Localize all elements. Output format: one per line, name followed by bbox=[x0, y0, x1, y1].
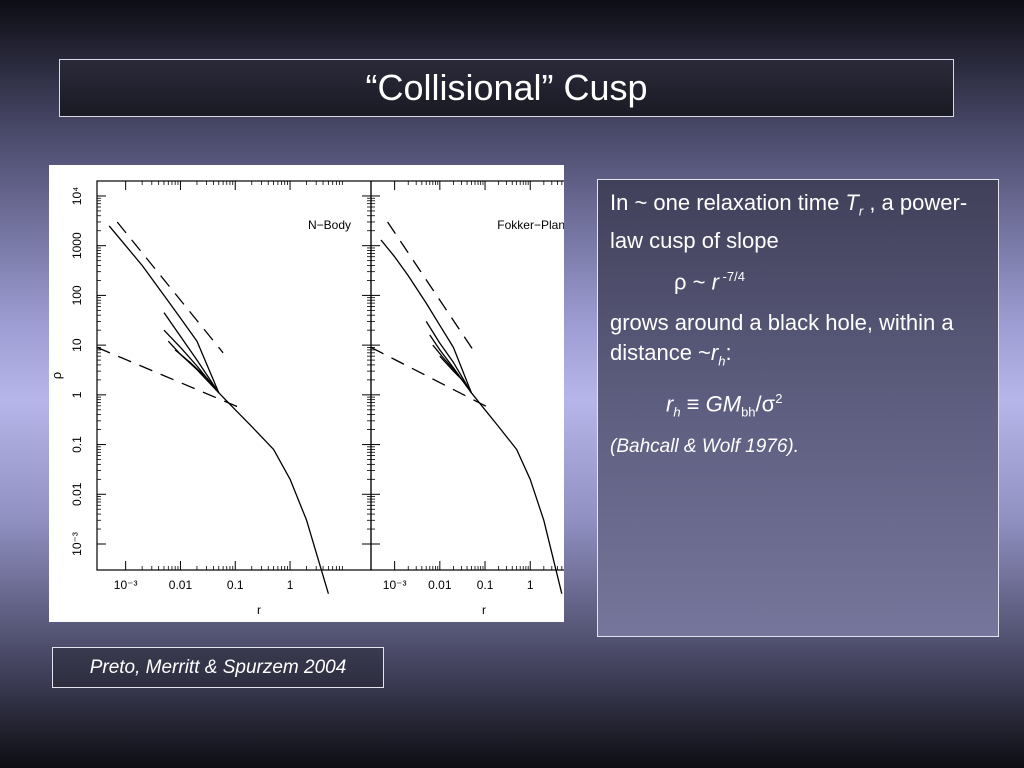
x-axis-label: r bbox=[482, 603, 486, 617]
density-chart-svg: 10⁻³ 0.01 0.1 1 10⁻³ 0.01 0.1 1 10 100 1000 10⁴ N−Bo… bbox=[49, 180, 564, 617]
x-tick-label: 1 bbox=[287, 578, 294, 592]
x-tick-label: 1 bbox=[527, 578, 534, 592]
dashed-power-law-line bbox=[387, 221, 476, 354]
density-figure: 10⁻³ 0.01 0.1 1 10⁻³ 0.01 0.1 1 10 100 1000 10⁴ N−Bo… bbox=[49, 165, 564, 622]
density-profile-line bbox=[163, 312, 220, 394]
dashed-power-law-line bbox=[370, 346, 494, 411]
y-axis-label: ρ bbox=[49, 372, 64, 379]
density-profile-line bbox=[167, 340, 220, 394]
slide-title-box: “Collisional” Cusp bbox=[59, 59, 954, 117]
y-tick-label: 0.01 bbox=[70, 482, 84, 506]
x-tick-label: 0.01 bbox=[169, 578, 193, 592]
dashed-power-law-line bbox=[96, 346, 246, 411]
influence-radius-formula: rh ≡ GMbh/σ2 bbox=[666, 391, 783, 420]
slide-title: “Collisional” Cusp bbox=[365, 67, 648, 108]
density-profile-line bbox=[174, 349, 220, 394]
panel-label: N−Body bbox=[308, 218, 351, 232]
x-tick-label: 10⁻³ bbox=[383, 578, 407, 592]
description-line-2: grows around a black hole, within a dist… bbox=[610, 309, 954, 369]
credit-box: Preto, Merritt & Spurzem 2004 bbox=[52, 647, 384, 688]
plot-frame bbox=[96, 180, 372, 571]
x-tick-label: 10⁻³ bbox=[114, 578, 138, 592]
y-tick-label: 10⁻³ bbox=[70, 532, 84, 556]
density-profile-line bbox=[439, 355, 472, 394]
reference-citation: (Bahcall & Wolf 1976). bbox=[610, 435, 800, 457]
y-tick-label: 1000 bbox=[70, 232, 84, 259]
x-tick-label: 0.1 bbox=[477, 578, 494, 592]
description-box: In ~ one relaxation time Tr , a power-la… bbox=[597, 179, 999, 637]
y-tick-label: 0.1 bbox=[70, 436, 84, 453]
panel-label: Fokker−Planck bbox=[497, 218, 564, 232]
dashed-power-law-line bbox=[116, 221, 224, 354]
cusp-slope-formula: ρ ~ r -7/4 bbox=[674, 269, 745, 295]
x-tick-label: 0.01 bbox=[428, 578, 452, 592]
y-tick-label: 10 bbox=[70, 338, 84, 352]
x-tick-label: 0.1 bbox=[227, 578, 244, 592]
plot-frame bbox=[370, 180, 564, 571]
density-profile-line bbox=[425, 321, 472, 394]
density-profile-line bbox=[108, 225, 330, 594]
density-profile-line bbox=[380, 239, 563, 594]
credit-text: Preto, Merritt & Spurzem 2004 bbox=[89, 656, 347, 678]
y-tick-label: 100 bbox=[70, 285, 84, 305]
description-line-1: In ~ one relaxation time Tr , a power-la… bbox=[610, 190, 968, 254]
y-tick-label: 1 bbox=[70, 391, 84, 398]
y-tick-label: 10⁴ bbox=[70, 187, 84, 206]
x-axis-label: r bbox=[257, 603, 261, 617]
